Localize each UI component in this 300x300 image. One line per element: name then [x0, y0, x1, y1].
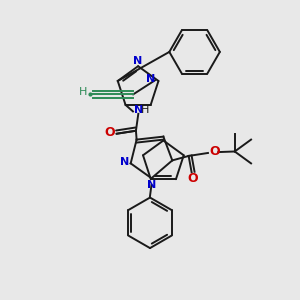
Text: N: N — [147, 180, 156, 190]
Text: O: O — [188, 172, 198, 185]
Text: O: O — [209, 145, 220, 158]
Text: H: H — [79, 87, 87, 97]
Text: N: N — [146, 74, 155, 85]
Text: N: N — [134, 105, 143, 115]
Text: N: N — [119, 157, 129, 167]
Text: O: O — [105, 126, 116, 139]
Text: H: H — [141, 105, 150, 115]
Text: N: N — [134, 56, 143, 66]
